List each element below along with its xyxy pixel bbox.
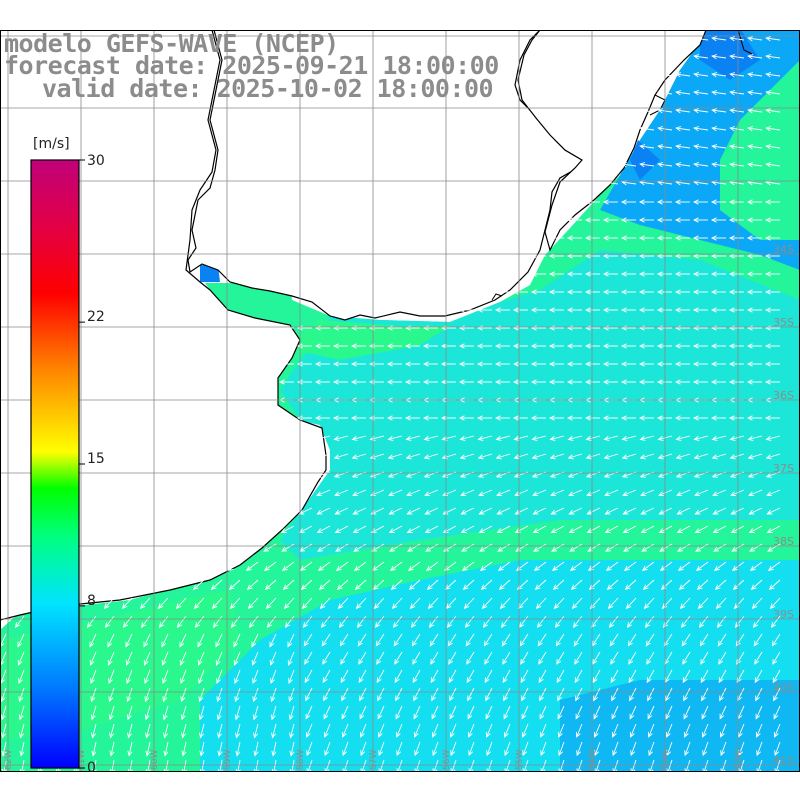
lon-label: 59W (223, 750, 233, 770)
colorbar-tick-label: 22 (87, 309, 105, 325)
lat-lon-grid (0, 30, 800, 772)
lon-label: 61W (77, 750, 87, 770)
lon-label: 56W (442, 750, 452, 770)
wind-speed-field (0, 30, 800, 772)
lat-label: 39S (773, 608, 794, 621)
colorbar-tick-label: 0 (87, 760, 96, 776)
lat-label: 35S (773, 316, 794, 329)
longitude-labels: 62W 61W 60W 59W 58W 57W 56W 55W 54W 53W 52W (4, 750, 744, 770)
lon-label: 54W (588, 750, 598, 770)
land-area (0, 30, 753, 621)
valid-date: valid date: 2025-10-02 18:00:00 (42, 74, 494, 103)
model-title: modelo GEFS-WAVE (NCEP) (4, 29, 339, 58)
forecast-date: forecast date: 2025-09-21 18:00:00 (4, 51, 499, 80)
colorbar-tick-label: 8 (87, 593, 96, 609)
lat-label: 38S (773, 535, 794, 548)
colorbar-tick-label: 30 (87, 153, 105, 169)
colorbar-tick-label: 15 (87, 451, 105, 467)
latitude-labels: 34S 35S 36S 37S 38S 39S 40S 41S (773, 243, 794, 767)
colorbar-unit: [m/s] (33, 136, 70, 152)
colorbar: [m/s] 30 22 15 8 0 (30, 136, 105, 776)
lat-label: 34S (773, 243, 794, 256)
lat-label: 41S (773, 754, 794, 767)
wind-arrows (0, 36, 781, 772)
lat-label: 36S (773, 389, 794, 402)
lon-label: 58W (296, 750, 306, 770)
lat-label: 37S (773, 462, 794, 475)
lon-label: 52W (734, 750, 744, 770)
lat-label: 40S (773, 681, 794, 694)
colorbar-gradient (30, 159, 80, 769)
lon-label: 53W (661, 750, 671, 770)
lon-label: 62W (4, 750, 14, 770)
lon-label: 55W (515, 750, 525, 770)
lon-label: 57W (369, 750, 379, 770)
lon-label: 60W (150, 750, 160, 770)
